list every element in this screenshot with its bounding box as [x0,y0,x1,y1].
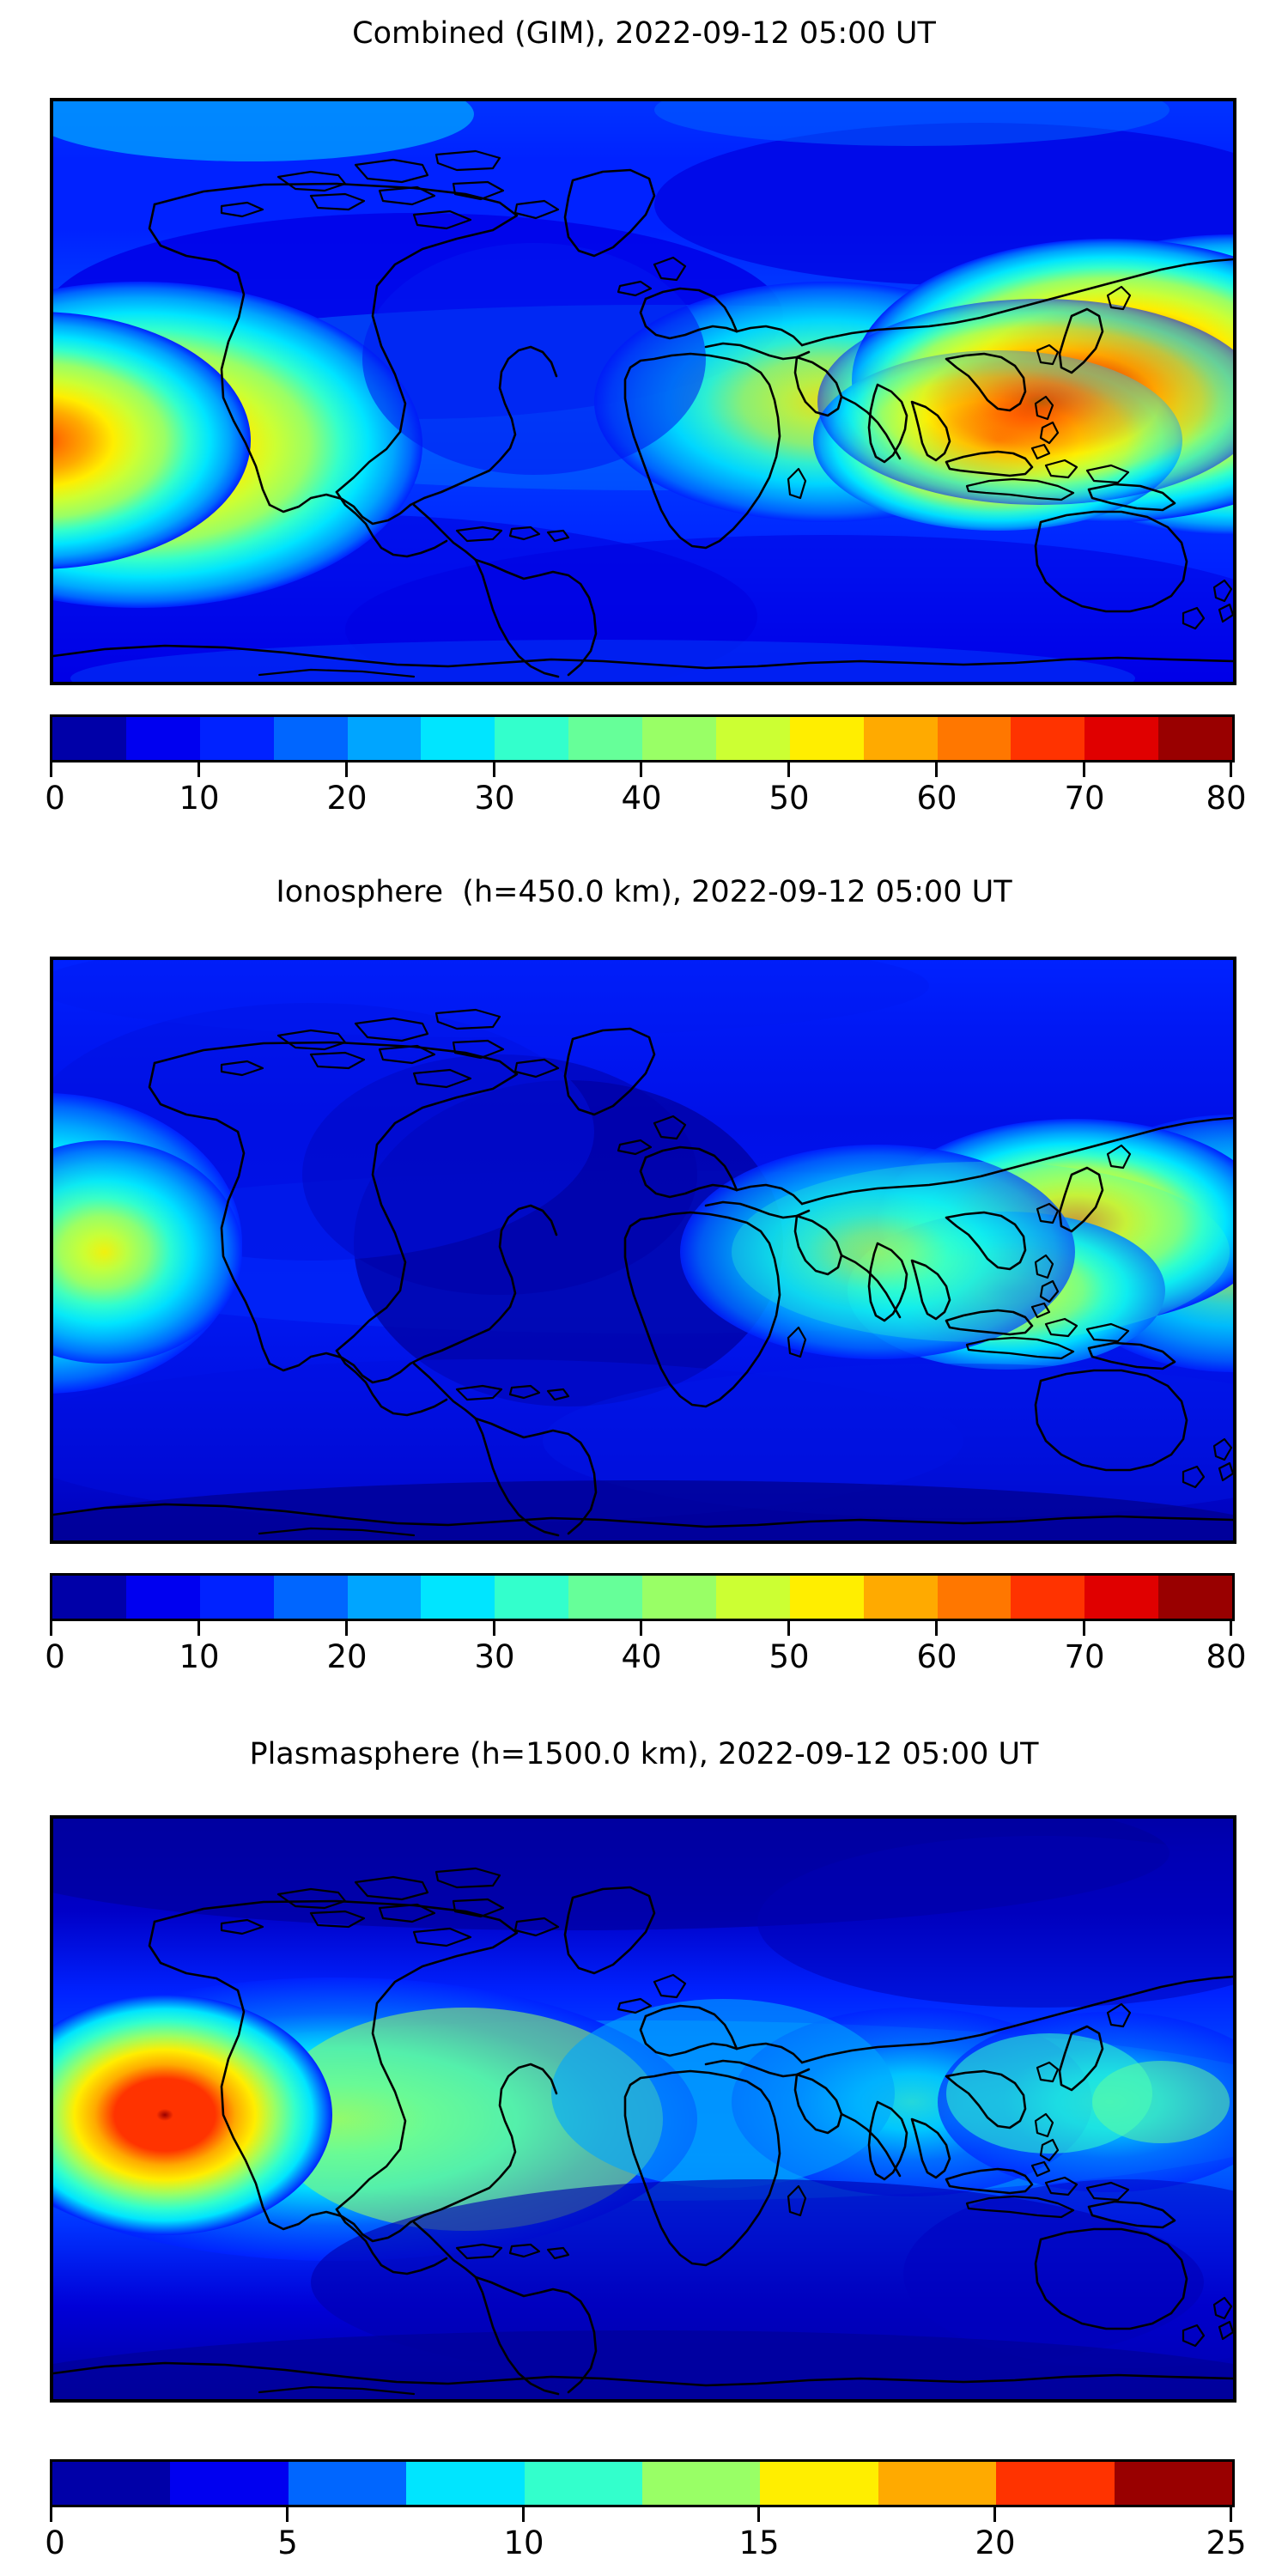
cbar-segment [642,717,716,760]
cbar-tick-label: 5 [277,2524,298,2561]
cbar-segment [288,2462,407,2505]
coastlines-ionosphere [53,1008,1233,1537]
cbar-segment [1084,717,1159,760]
cbar-tick-label: 10 [179,780,220,817]
cbar-tick-label: 70 [1064,780,1105,817]
cbar-segment [568,1576,642,1619]
map-combined-gim [50,98,1236,685]
cbar-tick-label: 0 [45,1638,65,1675]
coastlines-plasmasphere [53,1867,1233,2396]
cbar-segment [642,1576,716,1619]
cbar-segment [421,717,495,760]
cbar-segment [568,717,642,760]
cbar-segment [199,1576,274,1619]
cbar-tick-label: 0 [45,2524,65,2561]
cbar-segment [937,1576,1012,1619]
colorbar-ticklabels-ionosphere: 0 10 20 30 40 50 60 70 80 [0,1638,1288,1678]
cbar-segment [125,1576,200,1619]
cbar-tick-label: 50 [769,1638,810,1675]
cbar-segment [524,2462,643,2505]
panel-title-combined: Combined (GIM), 2022-09-12 05:00 UT [352,16,936,51]
cbar-segment [1158,1576,1232,1619]
panel-title-ionosphere: Ionosphere (h=450.0 km), 2022-09-12 05:0… [276,875,1012,909]
cbar-tick-label: 50 [769,780,810,817]
cbar-segment [406,2462,525,2505]
cbar-segment [170,2462,289,2505]
cbar-tick-label: 80 [1206,1638,1247,1675]
cbar-tick-label: 20 [975,2524,1016,2561]
cbar-tick-label: 70 [1064,1638,1105,1675]
cbar-tick-label: 20 [326,1638,368,1675]
colorbar-ticks-combined [50,762,1235,778]
cbar-tick-label: 40 [621,780,662,817]
cbar-tick-label: 40 [621,1638,662,1675]
cbar-segment [789,717,864,760]
map-ionosphere [50,957,1236,1544]
cbar-segment [878,2462,997,2505]
cbar-segment [1084,1576,1159,1619]
cbar-segment [863,717,938,760]
cbar-tick-label: 60 [916,1638,957,1675]
coastlines-combined [53,149,1233,678]
cbar-tick-label: 0 [45,780,65,817]
cbar-segment [495,1576,569,1619]
cbar-segment [715,717,790,760]
cbar-tick-label: 30 [474,1638,515,1675]
cbar-segment [52,1576,126,1619]
cbar-segment [347,1576,422,1619]
colorbar-combined [50,714,1235,762]
cbar-segment [760,2462,878,2505]
cbar-segment [642,2462,761,2505]
cbar-segment [125,717,200,760]
cbar-tick-label: 80 [1206,780,1247,817]
cbar-segment [996,2462,1115,2505]
cbar-segment [273,717,348,760]
colorbar-ticklabels-plasmasphere: 0 5 10 15 20 25 [0,2524,1288,2564]
cbar-tick-label: 25 [1206,2524,1247,2561]
cbar-segment [347,717,422,760]
cbar-segment [1011,717,1085,760]
colorbar-plasmasphere [50,2459,1235,2507]
cbar-segment [1158,717,1232,760]
cbar-segment [715,1576,790,1619]
cbar-tick-label: 30 [474,780,515,817]
colorbar-ticks-ionosphere [50,1621,1235,1637]
panel-title-plasmasphere: Plasmasphere (h=1500.0 km), 2022-09-12 0… [249,1737,1039,1771]
cbar-segment [52,2462,171,2505]
cbar-tick-label: 60 [916,780,957,817]
cbar-tick-label: 15 [738,2524,780,2561]
cbar-tick-label: 10 [503,2524,544,2561]
cbar-segment [789,1576,864,1619]
map-svg-plasmasphere [53,1819,1233,2399]
cbar-tick-label: 20 [326,780,368,817]
cbar-segment [1011,1576,1085,1619]
cbar-segment [421,1576,495,1619]
map-svg-ionosphere [53,960,1233,1540]
map-plasmasphere [50,1815,1236,2403]
cbar-segment [1114,2462,1232,2505]
cbar-segment [937,717,1012,760]
cbar-segment [273,1576,348,1619]
colorbar-ticklabels-combined: 0 10 20 30 40 50 60 70 80 [0,780,1288,819]
cbar-segment [199,717,274,760]
colorbar-ticks-plasmasphere [50,2507,1235,2523]
colorbar-ionosphere [50,1573,1235,1621]
cbar-segment [495,717,569,760]
map-svg-combined [53,101,1233,682]
cbar-segment [863,1576,938,1619]
cbar-tick-label: 10 [179,1638,220,1675]
cbar-segment [52,717,126,760]
